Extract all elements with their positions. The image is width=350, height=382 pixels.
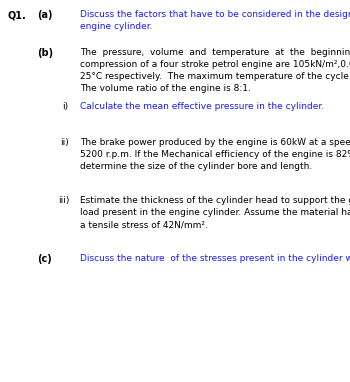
Text: engine cylinder.: engine cylinder. xyxy=(80,22,153,31)
Text: (b): (b) xyxy=(37,48,53,58)
Text: (c): (c) xyxy=(37,254,52,264)
Text: 5200 r.p.m. If the Mechanical efficiency of the engine is 82%,: 5200 r.p.m. If the Mechanical efficiency… xyxy=(80,150,350,159)
Text: (a): (a) xyxy=(37,10,52,20)
Text: load present in the engine cylinder. Assume the material has: load present in the engine cylinder. Ass… xyxy=(80,208,350,217)
Text: determine the size of the cylinder bore and length.: determine the size of the cylinder bore … xyxy=(80,162,312,171)
Text: compression of a four stroke petrol engine are 105kN/m²,0.0005m³ and: compression of a four stroke petrol engi… xyxy=(80,60,350,69)
Text: ii): ii) xyxy=(60,138,69,147)
Text: a tensile stress of 42N/mm².: a tensile stress of 42N/mm². xyxy=(80,220,208,229)
Text: The brake power produced by the engine is 60kW at a speed of: The brake power produced by the engine i… xyxy=(80,138,350,147)
Text: Q1.: Q1. xyxy=(8,10,27,20)
Text: Discuss the factors that have to be considered in the design of an: Discuss the factors that have to be cons… xyxy=(80,10,350,19)
Text: Calculate the mean effective pressure in the cylinder.: Calculate the mean effective pressure in… xyxy=(80,102,324,111)
Text: The volume ratio of the engine is 8:1.: The volume ratio of the engine is 8:1. xyxy=(80,84,251,93)
Text: 25°C respectively.  The maximum temperature of the cycle is 1400°C.: 25°C respectively. The maximum temperatu… xyxy=(80,72,350,81)
Text: Discuss the nature  of the stresses present in the cylinder walls.: Discuss the nature of the stresses prese… xyxy=(80,254,350,263)
Text: iii): iii) xyxy=(58,196,69,205)
Text: i): i) xyxy=(62,102,68,111)
Text: The  pressure,  volume  and  temperature  at  the  beginning  of: The pressure, volume and temperature at … xyxy=(80,48,350,57)
Text: Estimate the thickness of the cylinder head to support the gas: Estimate the thickness of the cylinder h… xyxy=(80,196,350,205)
